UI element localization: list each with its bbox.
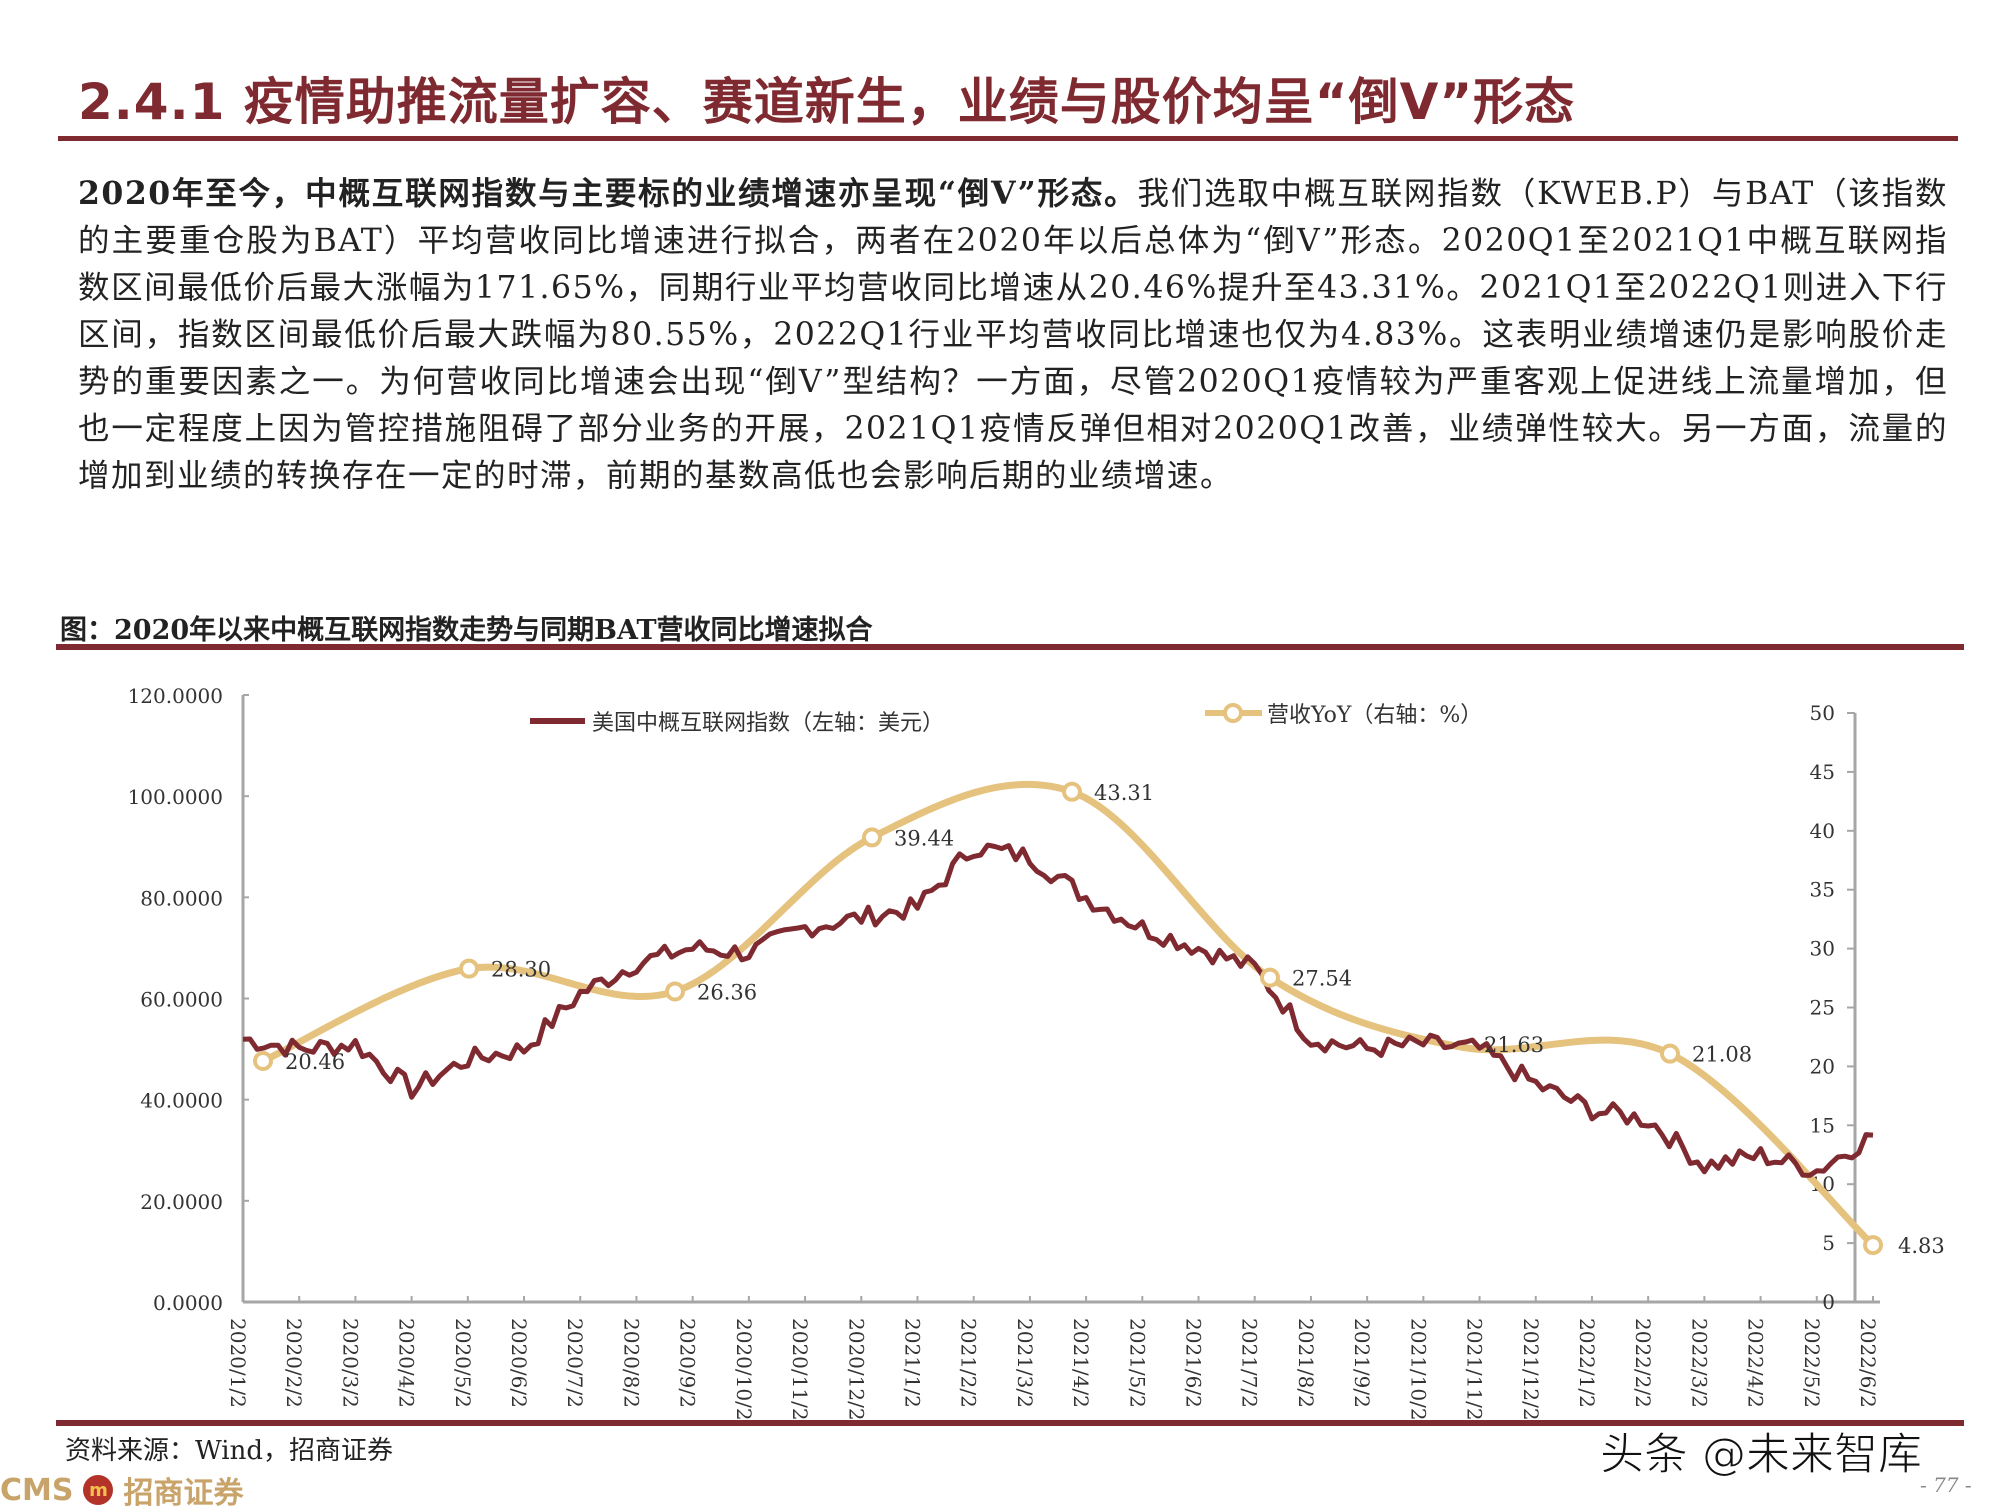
logo-badge-icon: m [83,1475,114,1505]
svg-text:20: 20 [1810,1054,1835,1078]
svg-text:20.46: 20.46 [285,1050,345,1074]
left-axis-labels: 0.0000 20.0000 40.0000 60.0000 80.0000 100.00… [128,684,249,1315]
svg-text:40.0000: 40.0000 [140,1089,223,1113]
legend-yoy-label: 营收YoY（右轴：%） [1267,703,1482,728]
svg-text:28.30: 28.30 [491,958,551,982]
title-divider [58,136,1958,141]
svg-text:2021/8/2: 2021/8/2 [1294,1318,1318,1408]
yoy-series-line [259,780,1877,1249]
svg-text:39.44: 39.44 [894,826,954,850]
svg-text:0: 0 [1822,1290,1835,1314]
svg-text:2020/4/2: 2020/4/2 [395,1318,419,1408]
svg-text:0.0000: 0.0000 [153,1291,223,1315]
svg-text:45: 45 [1810,760,1835,784]
svg-text:2022/2/2: 2022/2/2 [1631,1318,1655,1408]
chart-legend: 美国中概互联网指数（左轴：美元） 营收YoY（右轴：%） [530,703,1482,736]
yoy-markers: 20.46 28.30 26.36 39.44 43.31 27.54 21.63 21.08… [253,781,1945,1258]
svg-text:4.83: 4.83 [1898,1234,1945,1258]
x-axis-labels: 2020/1/2 2020/2/2 2020/3/2 2020/4/2 2020/5/2… [226,1296,1880,1420]
body-paragraph: 2020年至今，中概互联网指数与主要标的业绩增速亦呈现“倒V”形态。我们选取中概… [78,170,1948,500]
logo-cn: 招商证券 [123,1476,244,1511]
svg-text:2021/9/2: 2021/9/2 [1350,1318,1374,1408]
svg-text:2021/7/2: 2021/7/2 [1238,1318,1262,1408]
company-logo: CMS m 招商证券 [0,1468,243,1512]
svg-text:2022/5/2: 2022/5/2 [1800,1318,1824,1408]
watermark: 头条 @未来智库 [1600,1429,1923,1481]
svg-text:120.0000: 120.0000 [128,684,223,708]
svg-text:2022/3/2: 2022/3/2 [1687,1318,1711,1408]
svg-text:2020/10/2: 2020/10/2 [732,1318,756,1420]
svg-text:2021/6/2: 2021/6/2 [1182,1318,1206,1408]
page-title: 2.4.1 疫情助推流量扩容、赛道新生，业绩与股价均呈“倒V”形态 [78,73,1576,131]
svg-text:21.08: 21.08 [1692,1043,1752,1067]
svg-text:2020/3/2: 2020/3/2 [338,1318,362,1408]
legend-yoy-marker-icon [1223,703,1243,723]
svg-text:2020/12/2: 2020/12/2 [844,1318,868,1420]
svg-text:2021/3/2: 2021/3/2 [1013,1318,1037,1408]
svg-text:20.0000: 20.0000 [140,1190,223,1214]
svg-text:2021/1/2: 2021/1/2 [900,1318,924,1408]
svg-text:100.0000: 100.0000 [128,785,223,809]
figure-divider [56,644,1964,650]
source-note: 资料来源：Wind，招商证券 [65,1436,393,1466]
chart: 0.0000 20.0000 40.0000 60.0000 80.0000 100.00… [128,684,1945,1420]
paragraph-body: 我们选取中概互联网指数（KWEB.P）与BAT（该指数的主要重仓股为BAT）平均… [78,176,1949,494]
svg-text:2021/4/2: 2021/4/2 [1069,1318,1093,1408]
svg-text:2022/6/2: 2022/6/2 [1856,1318,1880,1408]
svg-text:15: 15 [1810,1113,1835,1137]
svg-text:26.36: 26.36 [697,980,757,1004]
svg-text:2020/11/2: 2020/11/2 [788,1318,812,1420]
svg-text:80.0000: 80.0000 [140,886,223,910]
figure-caption: 图：2020年以来中概互联网指数走势与同期BAT营收同比增速拟合 [60,615,873,646]
svg-text:60.0000: 60.0000 [140,988,223,1012]
svg-text:43.31: 43.31 [1094,781,1154,805]
svg-text:40: 40 [1810,819,1835,843]
svg-text:27.54: 27.54 [1292,967,1352,991]
svg-text:25: 25 [1810,996,1835,1020]
index-series-line [242,842,1874,1178]
svg-text:21.63: 21.63 [1484,1033,1544,1057]
svg-text:2020/8/2: 2020/8/2 [619,1318,643,1408]
legend-index-label: 美国中概互联网指数（左轴：美元） [592,711,944,736]
svg-text:2021/10/2: 2021/10/2 [1406,1318,1430,1420]
svg-text:2020/2/2: 2020/2/2 [282,1318,306,1408]
page-number: - 77 - [1920,1473,1972,1497]
svg-text:2022/4/2: 2022/4/2 [1744,1318,1768,1408]
svg-text:35: 35 [1810,878,1835,902]
svg-text:2021/11/2: 2021/11/2 [1463,1318,1487,1420]
svg-text:2021/2/2: 2021/2/2 [957,1318,981,1408]
svg-text:50: 50 [1810,701,1835,725]
paragraph-lead: 2020年至今，中概互联网指数与主要标的业绩增速亦呈现“倒V”形态。 [78,175,1138,212]
svg-text:2020/6/2: 2020/6/2 [507,1318,531,1408]
svg-text:5: 5 [1822,1231,1835,1255]
svg-text:2022/1/2: 2022/1/2 [1575,1318,1599,1408]
svg-text:2020/5/2: 2020/5/2 [451,1318,475,1408]
svg-text:2020/7/2: 2020/7/2 [563,1318,587,1408]
source-divider [56,1420,1964,1426]
svg-text:30: 30 [1810,937,1835,961]
svg-text:2020/1/2: 2020/1/2 [226,1318,250,1408]
svg-text:2021/12/2: 2021/12/2 [1519,1318,1543,1420]
svg-text:2021/5/2: 2021/5/2 [1125,1318,1149,1408]
logo-text: CMS [0,1472,74,1508]
svg-text:2020/9/2: 2020/9/2 [676,1318,700,1408]
